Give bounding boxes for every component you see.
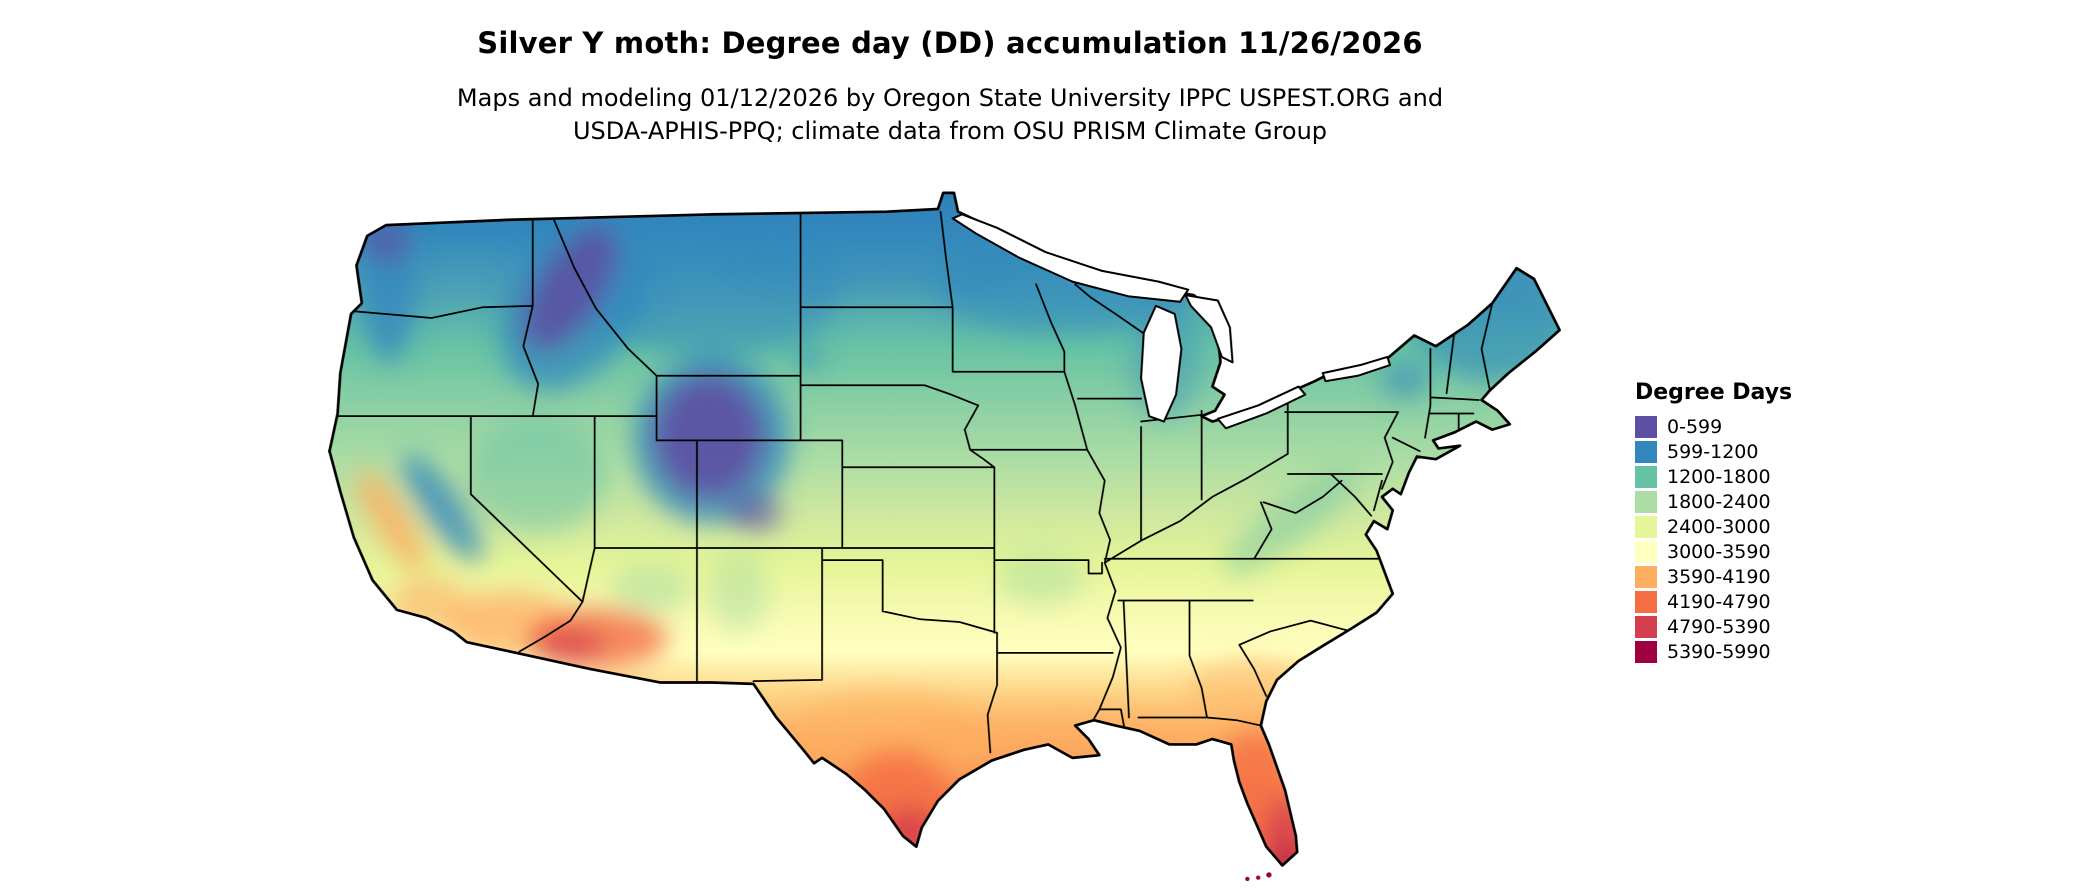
legend-row: 1800-2400 [1635, 489, 1865, 514]
legend-swatch [1635, 590, 1657, 613]
legend-label: 0-599 [1667, 415, 1723, 438]
lake-huron [1184, 294, 1234, 364]
florida-keys [1245, 872, 1272, 882]
subtitle-line-1: Maps and modeling 01/12/2026 by Oregon S… [456, 84, 1444, 112]
legend: Degree Days 0-599 599-1200 1200-1800 1800-2… [1635, 380, 1865, 664]
legend-swatch [1635, 465, 1657, 488]
subtitle-line-2: USDA-APHIS-PPQ; climate data from OSU PR… [572, 117, 1328, 145]
legend-row: 3590-4190 [1635, 564, 1865, 589]
lake-ontario [1321, 355, 1392, 383]
legend-title: Degree Days [1635, 380, 1793, 405]
lake-michigan [1140, 304, 1183, 423]
legend-swatch [1635, 640, 1657, 663]
degree-day-raster [329, 192, 1560, 866]
page-subtitle: Maps and modeling 01/12/2026 by Oregon S… [0, 82, 1900, 148]
legend-label: 5390-5990 [1667, 640, 1771, 663]
legend-label: 1200-1800 [1667, 465, 1771, 488]
us-map-svg [328, 191, 1561, 882]
legend-label: 3000-3590 [1667, 540, 1771, 563]
us-degree-day-map [308, 174, 1600, 887]
legend-row: 1200-1800 [1635, 464, 1865, 489]
legend-swatch [1635, 440, 1657, 463]
legend-swatch [1635, 490, 1657, 513]
lake-superior [951, 213, 1190, 303]
legend-row: 599-1200 [1635, 439, 1865, 464]
state-borders [336, 210, 1494, 754]
legend-label: 4190-4790 [1667, 590, 1771, 613]
legend-row: 4790-5390 [1635, 614, 1865, 639]
lake-erie [1216, 385, 1307, 430]
legend-swatch [1635, 540, 1657, 563]
legend-label: 3590-4190 [1667, 565, 1771, 588]
legend-swatch [1635, 515, 1657, 538]
legend-swatch [1635, 565, 1657, 588]
legend-swatch [1635, 415, 1657, 438]
legend-label: 599-1200 [1667, 440, 1759, 463]
legend-label: 2400-3000 [1667, 515, 1771, 538]
legend-items: 0-599 599-1200 1200-1800 1800-2400 2400-3000… [1635, 414, 1865, 664]
page-title: Silver Y moth: Degree day (DD) accumulat… [477, 26, 1423, 60]
legend-row: 2400-3000 [1635, 514, 1865, 539]
great-lakes [951, 213, 1392, 430]
legend-label: 1800-2400 [1667, 490, 1771, 513]
legend-swatch [1635, 615, 1657, 638]
legend-row: 0-599 [1635, 414, 1865, 439]
legend-label: 4790-5390 [1667, 615, 1771, 638]
legend-row: 4190-4790 [1635, 589, 1865, 614]
us-outline [328, 191, 1561, 867]
legend-row: 3000-3590 [1635, 539, 1865, 564]
legend-row: 5390-5990 [1635, 639, 1865, 664]
